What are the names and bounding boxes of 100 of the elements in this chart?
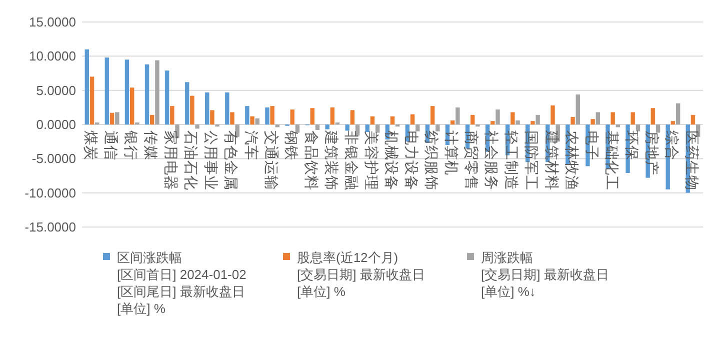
bar [590,119,595,124]
x-tick-label: 传媒 [142,130,158,160]
bar [270,106,274,124]
bar [450,120,455,124]
x-tick-label: 电力设备 [402,130,420,190]
bar [650,108,656,124]
bar [370,116,375,124]
bar [656,124,660,133]
bar [350,110,355,124]
bar [530,121,535,124]
bar [630,112,635,124]
x-tick-label: 通信 [102,130,120,160]
bar [490,121,495,124]
x-tick-label: 建筑装饰 [322,130,340,190]
bar [576,94,580,124]
bar [130,88,134,124]
x-tick-label: 纺织服饰 [422,130,440,190]
bar [205,92,210,124]
bar [365,124,370,132]
bar [410,114,415,124]
bar [210,110,214,124]
bar [470,114,475,124]
bar [115,112,120,124]
x-tick-label: 非银金融 [342,130,360,190]
bar [144,64,150,124]
legend-label: 股息率(近12个月) [交易日期] 最新收盘日 [单位] % [297,250,425,299]
bar [255,118,260,124]
bar [676,103,680,124]
x-tick-label: 交通运输 [262,130,280,190]
x-tick-label: 基础化工 [602,130,620,190]
x-tick-label: 汽车 [242,130,260,160]
x-tick-label: 计算机 [442,130,460,176]
bar [436,124,440,132]
bar [315,124,320,130]
bar [90,76,94,124]
bar [345,124,350,131]
bar [456,107,460,124]
x-tick-label: 电子 [582,130,600,160]
bar [325,124,330,130]
bar [430,106,435,124]
x-tick-label: 石油石化 [182,130,200,190]
bar [265,107,270,124]
bar [510,112,515,124]
y-tick-label: 5.0000 [36,82,76,98]
bar [690,114,696,124]
bar [225,92,230,124]
bar [195,124,200,129]
x-tick-label: 家用电器 [162,130,180,190]
bar [310,108,314,124]
bar [636,124,640,132]
x-tick-label: 机械设备 [382,130,400,190]
bar [516,120,520,124]
x-tick-label: 食品饮料 [302,130,320,190]
bar [124,60,130,124]
legend-label: 周涨跌幅 [交易日期] 最新收盘日 [单位] %↓ [481,250,609,299]
x-tick-label: 房地产 [642,130,660,176]
x-tick-label: 建筑材料 [542,130,560,190]
bar [536,114,540,124]
x-tick-label: 轻工制造 [502,130,520,190]
bar [290,109,294,124]
bar [330,107,335,124]
bar [110,112,114,124]
y-tick-label: -10.0000 [24,185,76,200]
y-tick-label: -15.0000 [24,220,76,234]
bar [230,112,234,124]
bar [104,58,110,124]
bar [245,106,250,124]
bar [155,60,160,124]
bar [670,121,676,124]
bar [184,82,190,124]
y-tick-label: 10.0000 [29,48,76,64]
x-tick-label: 医药生物 [682,130,700,190]
x-tick-label: 综合 [662,130,680,160]
bar [150,114,154,124]
y-tick-label: 15.0000 [29,14,76,30]
bar [596,112,600,124]
x-tick-label: 公用事业 [202,130,220,190]
bar [375,124,380,133]
x-tick-label: 社会服务 [482,130,500,190]
bar [190,96,194,124]
x-tick-label: 银行 [122,130,138,160]
bar [610,112,615,124]
x-tick-label: 环保 [622,130,639,160]
x-tick-label: 钢铁 [282,130,300,160]
x-tick-label: 商贸零售 [462,130,480,190]
bar [84,49,90,124]
x-tick-label: 农林牧渔 [562,130,580,190]
x-tick-label: 国防军工 [522,130,540,190]
bar [164,70,170,124]
bar [170,106,174,124]
x-tick-label: 有色金属 [222,130,240,190]
x-tick-label: 煤炭 [82,130,100,160]
bar [496,109,500,124]
y-tick-label: 0.0000 [36,117,76,132]
bar [570,116,575,124]
x-tick-label: 美容护理 [362,130,380,190]
y-tick-label: -5.0000 [32,151,76,166]
legend-label: 区间涨跌幅 [区间首日] 2024-01-02 [区间尾日] 最新收盘日 [单位] % [117,250,246,316]
bar [390,116,395,124]
bar [550,105,555,124]
